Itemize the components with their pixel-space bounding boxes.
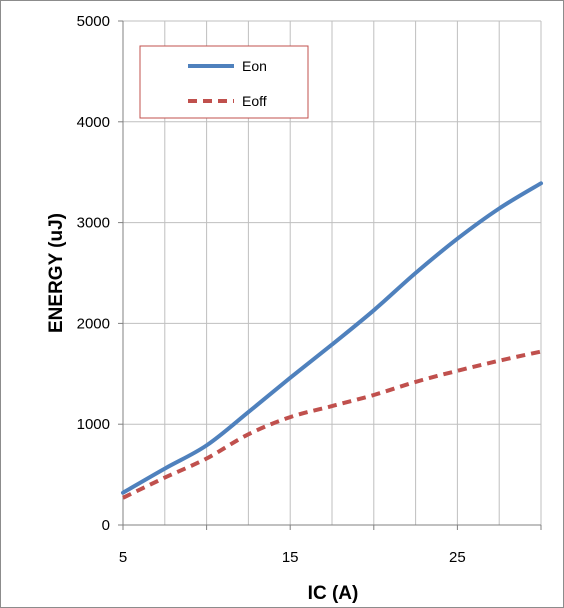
legend-box <box>139 45 309 119</box>
series-layer <box>121 181 543 500</box>
y-tick-label: 0 <box>102 517 110 534</box>
axes <box>118 20 542 530</box>
tick-labels: 5 15 25 0 1000 2000 3000 4000 5000 <box>77 13 466 566</box>
x-axis-title: IC (A) <box>308 583 359 604</box>
x-tick-label: 5 <box>119 549 127 566</box>
series-line-eon <box>121 181 543 495</box>
series-line-eoff <box>122 349 542 500</box>
y-tick-label: 4000 <box>77 114 110 131</box>
y-axis-title: ENERGY (uJ) <box>46 213 67 333</box>
legend-eon-label: Eon <box>242 58 267 74</box>
legend-eoff-label: Eoff <box>242 93 267 109</box>
x-tick-label: 15 <box>282 549 299 566</box>
y-tick-label: 5000 <box>77 13 110 30</box>
y-tick-label: 1000 <box>77 416 110 433</box>
y-tick-label: 2000 <box>77 315 110 332</box>
legend: Eon Eoff <box>139 45 309 119</box>
x-tick-label: 25 <box>449 549 466 566</box>
y-tick-label: 3000 <box>77 215 110 232</box>
